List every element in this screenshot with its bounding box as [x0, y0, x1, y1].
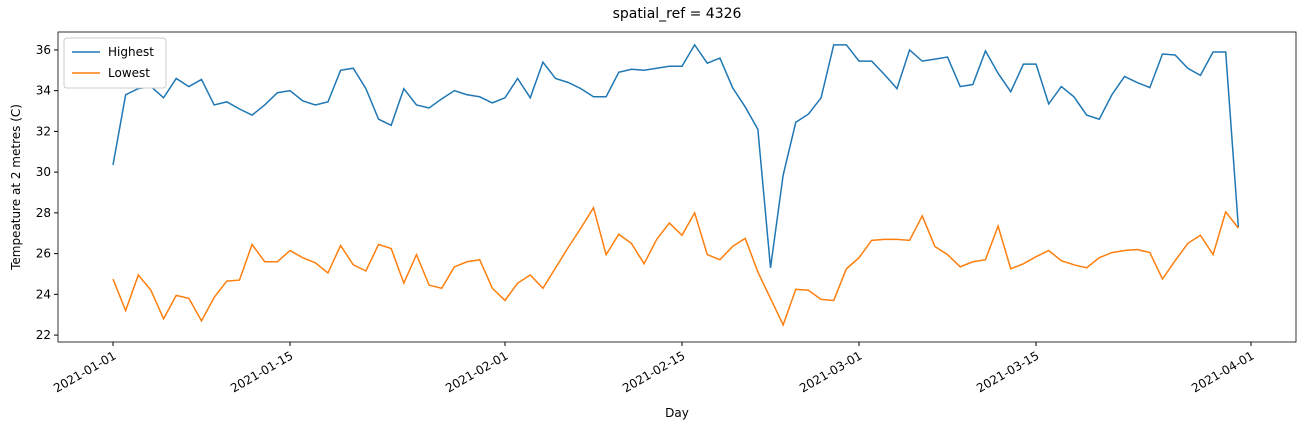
x-tick-label: 2021-03-01	[797, 348, 864, 395]
y-tick-label: 24	[36, 287, 51, 301]
x-tick-label: 2021-02-15	[620, 348, 687, 395]
y-axis-label: Tempeature at 2 metres (C)	[9, 104, 23, 271]
chart-title: spatial_ref = 4326	[613, 6, 742, 22]
y-tick-label: 36	[36, 43, 51, 57]
plot-frame	[57, 31, 1297, 343]
x-tick-label: 2021-02-01	[443, 348, 510, 395]
legend-box	[63, 37, 167, 89]
line	[112, 43, 1240, 268]
legend-label: Lowest	[108, 66, 150, 80]
line	[112, 205, 1239, 327]
legend: Highest Lowest	[63, 37, 167, 89]
x-tick-label: 2021-01-15	[228, 348, 295, 395]
y-tick-label: 34	[36, 84, 51, 98]
y-tick-label: 22	[36, 328, 51, 342]
y-tick-label: 26	[36, 247, 51, 261]
x-tick-label: 2021-04-01	[1189, 348, 1256, 395]
x-axis-label: Day	[665, 406, 689, 420]
y-tick-label: 32	[36, 124, 51, 138]
x-tick-label: 2021-01-01	[51, 348, 118, 395]
legend-label: Highest	[108, 45, 154, 59]
y-tick-label: 30	[36, 165, 51, 179]
x-tick-label: 2021-03-15	[974, 348, 1041, 395]
y-tick-label: 28	[36, 206, 51, 220]
